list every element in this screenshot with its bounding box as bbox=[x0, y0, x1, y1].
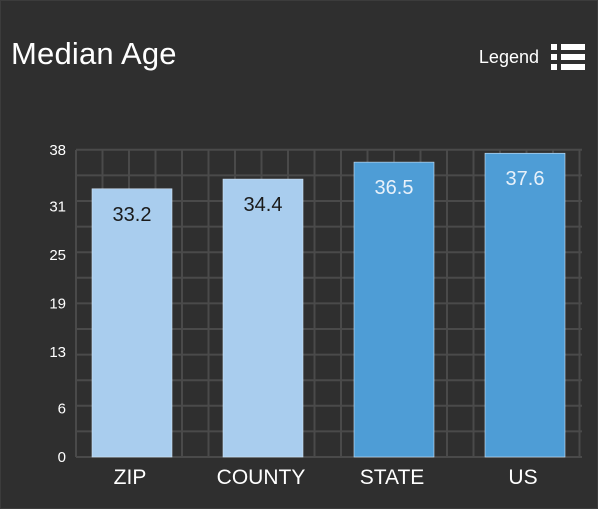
y-tick-label: 6 bbox=[58, 401, 66, 418]
bar-county bbox=[222, 178, 304, 458]
list-icon bbox=[551, 44, 585, 70]
x-category-label: COUNTY bbox=[217, 466, 306, 489]
legend-label: Legend bbox=[478, 46, 539, 67]
x-category-label: STATE bbox=[360, 466, 425, 489]
y-tick-label: 0 bbox=[58, 449, 66, 466]
bar-zip bbox=[91, 188, 173, 458]
bar-us bbox=[484, 152, 566, 458]
bar-value-label: 33.2 bbox=[113, 204, 152, 226]
y-tick-label: 19 bbox=[49, 296, 66, 313]
bar-value-label: 37.6 bbox=[506, 168, 545, 190]
legend-button[interactable]: Legend bbox=[479, 42, 585, 72]
bar-state bbox=[353, 161, 435, 458]
bar-value-label: 34.4 bbox=[244, 194, 283, 216]
y-tick-label: 25 bbox=[49, 247, 66, 264]
y-tick-label: 31 bbox=[49, 199, 66, 216]
y-tick-label: 13 bbox=[49, 344, 66, 361]
y-tick-label: 38 bbox=[49, 142, 66, 159]
bar-value-label: 36.5 bbox=[375, 177, 414, 199]
chart-title: Median Age bbox=[11, 36, 177, 71]
x-category-label: ZIP bbox=[114, 466, 147, 489]
x-category-label: US bbox=[508, 466, 537, 489]
